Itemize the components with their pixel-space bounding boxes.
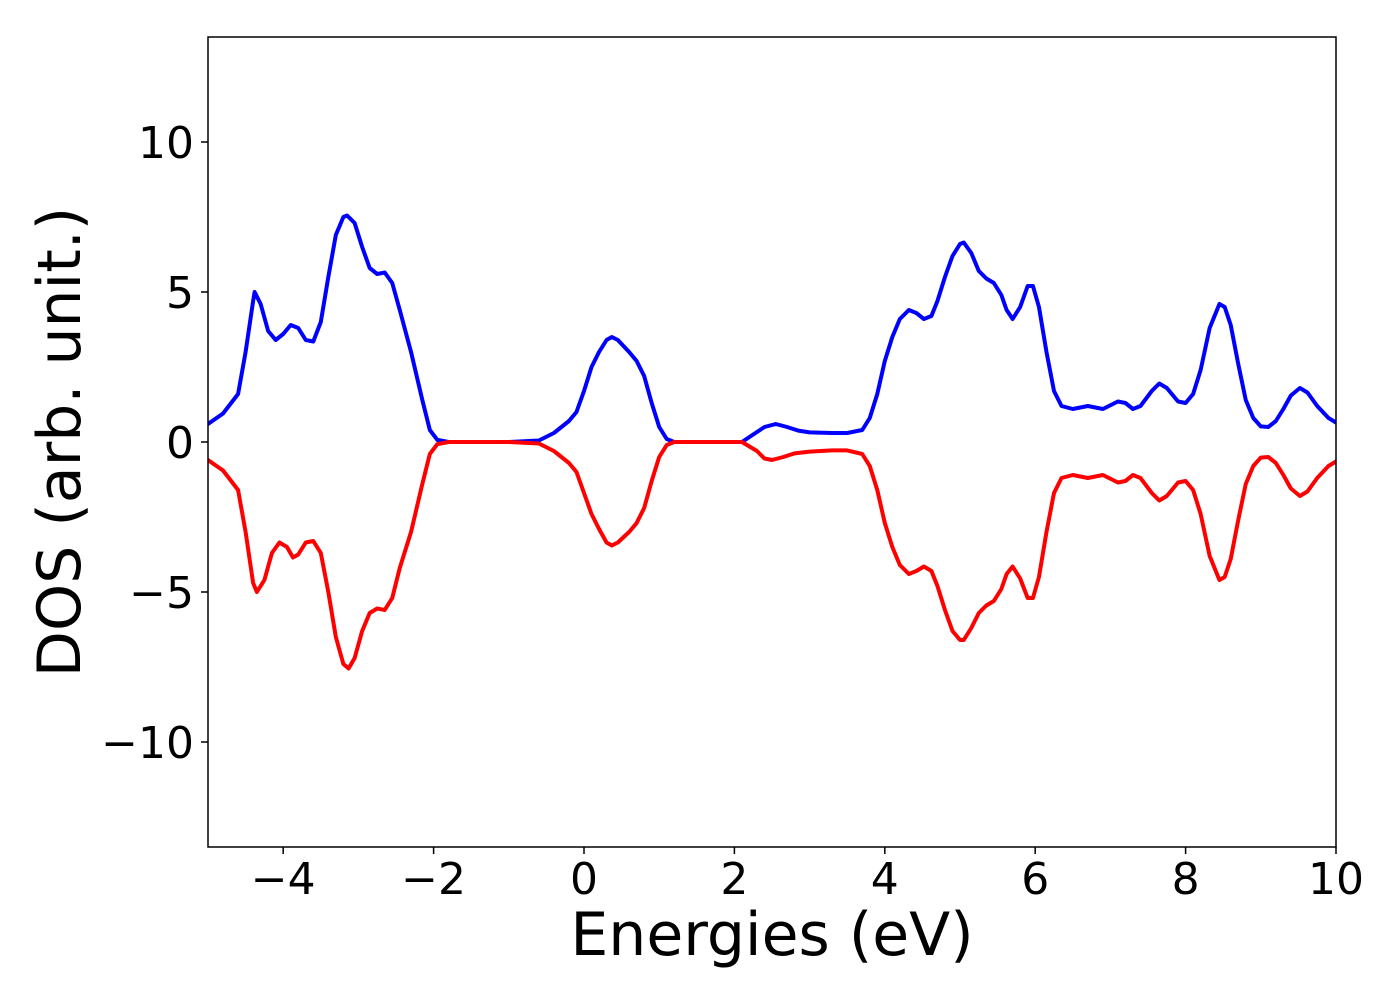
y-tick-label: 10 [138, 118, 194, 169]
x-tick-label: 4 [871, 854, 899, 905]
x-axis-ticks: −4 −2 0 2 4 6 8 10 [251, 847, 1364, 905]
y-tick-label: −10 [101, 718, 194, 769]
x-tick-label: −2 [401, 854, 466, 905]
y-axis-title: DOS (arb. unit.) [25, 207, 95, 677]
y-axis-ticks: 10 5 0 −5 −10 [101, 118, 208, 769]
x-tick-label: 8 [1172, 854, 1200, 905]
series-line-2 [208, 440, 1336, 671]
x-tick-label: −4 [251, 854, 316, 905]
y-tick-label: −5 [129, 568, 194, 619]
x-tick-label: 0 [570, 854, 598, 905]
x-axis-title: Energies (eV) [570, 900, 973, 970]
x-tick-label: 6 [1021, 854, 1049, 905]
y-tick-label: 5 [166, 268, 194, 319]
series-layer [208, 213, 1336, 671]
x-tick-label: 10 [1308, 854, 1364, 905]
y-tick-label: 0 [166, 418, 194, 469]
series-line-1 [208, 213, 1336, 444]
plot-frame [207, 36, 1337, 848]
x-tick-label: 2 [720, 854, 748, 905]
